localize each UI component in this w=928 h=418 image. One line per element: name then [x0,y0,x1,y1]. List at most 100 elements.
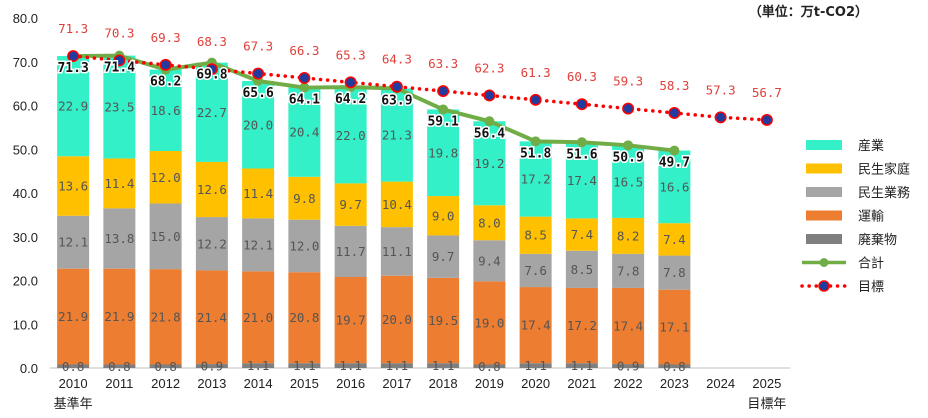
bar-segment [427,109,460,197]
segment-data-label: 7.6 [524,263,547,278]
segment-data-label: 21.9 [104,309,134,324]
total-data-label: 56.4 [474,126,505,141]
bar-segment [288,176,321,220]
segment-data-label: 8.2 [617,228,640,243]
lines [67,50,773,156]
bar-segment [103,158,136,209]
segment-data-label: 15.0 [151,229,181,244]
segment-data-label: 12.0 [289,238,319,253]
segment-data-label: 22.7 [197,105,227,120]
bar-segment [612,253,645,288]
bar-segment [565,218,598,251]
segment-data-label: 17.4 [613,319,643,334]
total-data-label: 65.6 [242,86,273,101]
legend-label: 民生家庭 [858,162,910,178]
bar-segment [473,281,506,365]
segment-data-label: 12.1 [243,237,273,252]
total-data-label: 51.6 [566,147,597,162]
target-point [390,80,403,93]
bar-segment [195,270,228,365]
segment-data-label: 19.8 [428,145,458,160]
segment-data-label: 9.7 [339,197,362,212]
bar-segment [149,269,182,365]
segment-data-label: 16.6 [659,179,689,194]
axes: 0.0 10.0 20.0 30.0 40.0 50.0 60.0 70.0 80.0 2010 基… [13,11,790,411]
segment-data-label: 19.2 [474,156,504,171]
legend-item: 民生家庭 [806,162,910,178]
bar-segment [57,56,90,157]
segment-data-label: 8.5 [524,228,547,243]
segment-data-label: 7.4 [663,232,686,247]
bar-segment [288,272,321,364]
segment-data-label: 19.0 [474,315,504,330]
y-tick-label: 30.0 [13,230,38,245]
segment-data-label: 0.9 [617,359,640,374]
bar-segment [149,151,182,204]
target-point [298,71,311,84]
bar-segment [242,218,275,272]
segment-data-label: 20.4 [289,125,319,140]
y-tick-label: 20.0 [13,274,38,289]
segment-data-label: 22.0 [336,128,366,143]
x-tick-label: 2010 [59,376,88,391]
y-tick-label: 0.0 [20,361,38,376]
y-tick-label: 10.0 [13,317,38,332]
target-point [529,93,542,106]
y-tick-label: 80.0 [13,11,38,26]
target-data-label: 56.7 [752,85,782,100]
segment-data-label: 16.5 [613,174,643,189]
bar-segment [334,225,367,277]
segment-data-label: 20.8 [289,310,319,325]
segment-data-label: 1.1 [524,358,547,373]
segment-data-label: 11.4 [104,176,134,191]
bar-segment [519,216,552,254]
bar-segment [195,364,228,368]
segment-data-label: 0.8 [108,359,131,374]
x-tick-label: 2018 [429,376,458,391]
total-point [438,104,449,115]
target-point [344,76,357,89]
target-data-label: 60.3 [567,69,597,84]
y-tick-label: 50.0 [13,142,38,157]
legend-marker [819,258,829,267]
bar-segment [473,121,506,206]
legend-item: 運輸 [806,210,884,225]
bar-segment [242,271,275,364]
y-tick-label: 70.0 [13,55,38,70]
segment-data-label: 18.6 [151,103,181,118]
bar-segment [380,363,413,368]
segment-data-label: 17.4 [521,318,551,333]
bar-segment [612,217,645,254]
segment-data-label: 19.5 [428,313,458,328]
target-point [714,111,727,124]
target-data-label: 65.3 [336,47,366,62]
segment-data-label: 22.9 [58,99,88,114]
segment-data-label: 7.8 [617,263,640,278]
bar-segment [565,287,598,364]
target-point [575,98,588,111]
x-tick-label: 2021 [567,376,596,391]
bar-segment [103,268,136,365]
target-data-label: 71.3 [58,21,88,36]
bar-segment [658,289,691,365]
bar-segment [658,150,691,224]
segment-data-label: 19.7 [336,313,366,328]
target-data-label: 57.3 [706,82,736,97]
target-point [622,102,635,115]
segment-data-label: 12.2 [197,236,227,251]
segment-data-label: 21.3 [382,128,412,143]
bar-segment [473,364,506,368]
bar-segment [380,227,413,276]
segment-data-label: 0.8 [154,359,177,374]
bar-segment [57,268,90,365]
segment-data-label: 17.4 [567,173,597,188]
total-data-label: 51.8 [520,146,551,161]
bar-segment [427,277,460,364]
bar-segment [288,363,321,368]
segment-data-label: 1.1 [571,358,594,373]
segment-data-label: 23.5 [104,100,134,115]
x-tick-label: 2013 [197,376,226,391]
segment-data-label: 1.1 [293,358,316,373]
legend-swatch [806,140,842,150]
bar-segment [149,69,182,151]
